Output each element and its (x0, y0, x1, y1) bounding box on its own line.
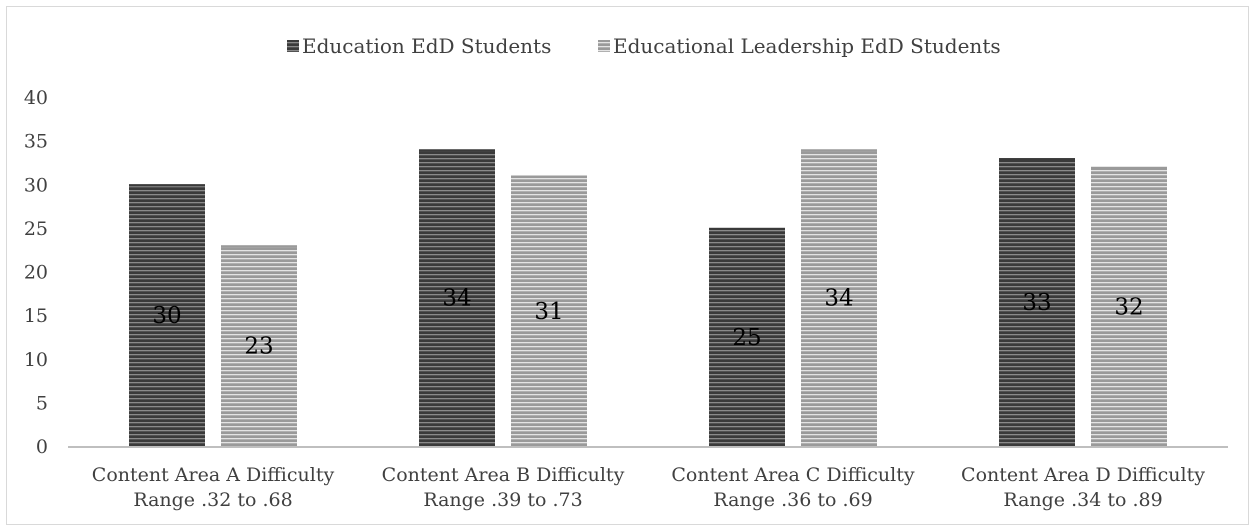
y-tick-label: 15 (24, 305, 48, 327)
y-tick-label: 40 (24, 87, 48, 109)
legend-swatch (287, 40, 299, 52)
x-category-label: Range .36 to .69 (713, 489, 872, 511)
x-category-label: Range .39 to .73 (423, 489, 582, 511)
data-label: 23 (244, 334, 273, 360)
y-tick-label: 25 (24, 218, 48, 240)
bar-top-edge (801, 149, 877, 152)
x-category-label: Content Area A Difficulty (92, 464, 335, 486)
bar-top-edge (1091, 166, 1167, 169)
bar (221, 245, 297, 446)
data-label: 25 (732, 325, 761, 351)
data-label: 33 (1022, 290, 1051, 316)
y-axis: 0 5 10 15 20 25 30 35 40 (24, 87, 48, 458)
bar-top-edge (709, 227, 785, 230)
bar-top-edge (419, 149, 495, 152)
y-tick-label: 30 (24, 174, 48, 196)
y-tick-label: 20 (24, 262, 48, 284)
data-label: 32 (1114, 294, 1143, 320)
y-tick-label: 5 (36, 392, 48, 414)
x-category-label: Range .34 to .89 (1003, 489, 1162, 511)
y-tick-label: 10 (24, 349, 48, 371)
bar (1091, 166, 1167, 447)
bar-top-edge (999, 158, 1075, 161)
data-label: 30 (152, 303, 181, 329)
x-category-label: Content Area B Difficulty (382, 464, 625, 486)
bars (129, 149, 1167, 447)
legend-label: Education EdD Students (302, 34, 551, 58)
data-label: 34 (824, 286, 853, 312)
bar (419, 149, 495, 446)
bar (999, 158, 1075, 446)
data-label: 34 (442, 286, 471, 312)
x-category-label: Content Area C Difficulty (671, 464, 914, 486)
bar-top-edge (511, 175, 587, 178)
legend-label: Educational Leadership EdD Students (613, 34, 1001, 58)
bar (129, 184, 205, 446)
y-tick-label: 35 (24, 131, 48, 153)
bar (709, 227, 785, 446)
bar-top-edge (221, 245, 297, 248)
bar-top-edge (129, 184, 205, 187)
x-axis: Content Area A Difficulty Range .32 to .6… (68, 446, 1228, 511)
legend: Education EdD Students Educational Leader… (287, 34, 1001, 58)
data-labels: 30 23 34 31 25 34 33 32 (152, 286, 1143, 360)
legend-swatch (598, 40, 610, 52)
bar (511, 175, 587, 446)
bar (801, 149, 877, 446)
x-category-label: Range .32 to .68 (133, 489, 292, 511)
y-tick-label: 0 (36, 436, 48, 458)
data-label: 31 (534, 299, 563, 325)
x-category-label: Content Area D Difficulty (961, 464, 1205, 486)
